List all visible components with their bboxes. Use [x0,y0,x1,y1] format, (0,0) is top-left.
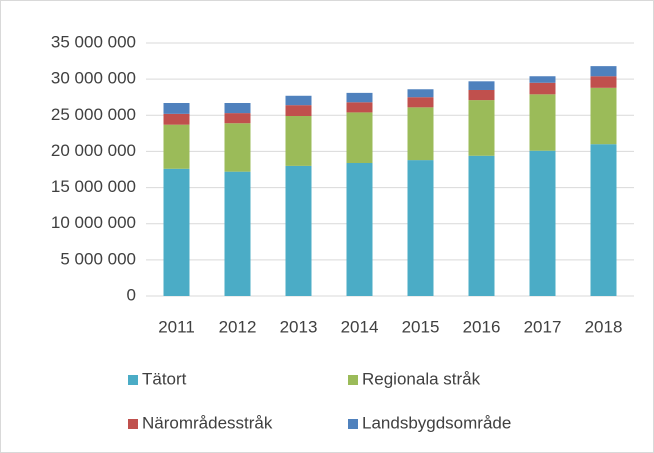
legend-label: Landsbygdsområde [362,413,511,432]
bar-segment [590,144,617,296]
bar-segment [285,165,312,296]
legend-label: Tätort [142,369,187,388]
bar-segment [346,92,373,103]
bar-segment [529,150,556,296]
legend-swatch [128,375,138,385]
bar-segment [163,168,190,296]
bar-segment [163,102,190,114]
y-tick-label: 25 000 000 [51,105,136,124]
bar-segment [407,160,434,296]
bar-segment [529,82,556,95]
bar-segment [224,102,251,114]
x-tick-label: 2014 [341,317,379,336]
bar-segment [163,113,190,125]
x-tick-label: 2015 [402,317,440,336]
legend-swatch [348,419,358,429]
bar-segment [285,95,312,106]
y-tick-label: 15 000 000 [51,177,136,196]
bar-segment [407,97,434,108]
bar-segment [468,81,495,90]
x-tick-label: 2013 [280,317,318,336]
bar-segment [529,94,556,151]
x-tick-label: 2011 [158,317,195,336]
bar-segment [590,87,617,145]
y-tick-label: 35 000 000 [51,32,136,51]
x-tick-label: 2017 [524,317,562,336]
bar-segment [468,89,495,101]
legend-label: Regionala stråk [362,369,481,388]
bar-segment [346,112,373,163]
bar-segment [468,155,495,296]
x-tick-label: 2018 [585,317,623,336]
legend-swatch [128,419,138,429]
legend-label: Närområdesstråk [142,413,273,432]
bar-segment [163,124,190,169]
bar-segment [590,76,617,88]
bar-segment [346,162,373,296]
bar-segment [529,76,556,83]
y-tick-label: 0 [127,285,136,304]
bar-segment [468,100,495,156]
y-tick-label: 5 000 000 [60,249,136,268]
bar-segment [224,113,251,124]
x-tick-label: 2012 [219,317,257,336]
y-tick-label: 10 000 000 [51,213,136,232]
bar-segment [590,66,617,77]
bar-segment [346,102,373,113]
x-tick-label: 2016 [463,317,501,336]
bar-segment [285,116,312,166]
bar-segment [407,107,434,161]
y-tick-label: 30 000 000 [51,69,136,88]
bar-segment [224,123,251,172]
bar-segment [224,171,251,296]
bar-segment [407,89,434,98]
y-tick-label: 20 000 000 [51,141,136,160]
legend-swatch [348,375,358,385]
bar-segment [285,105,312,117]
